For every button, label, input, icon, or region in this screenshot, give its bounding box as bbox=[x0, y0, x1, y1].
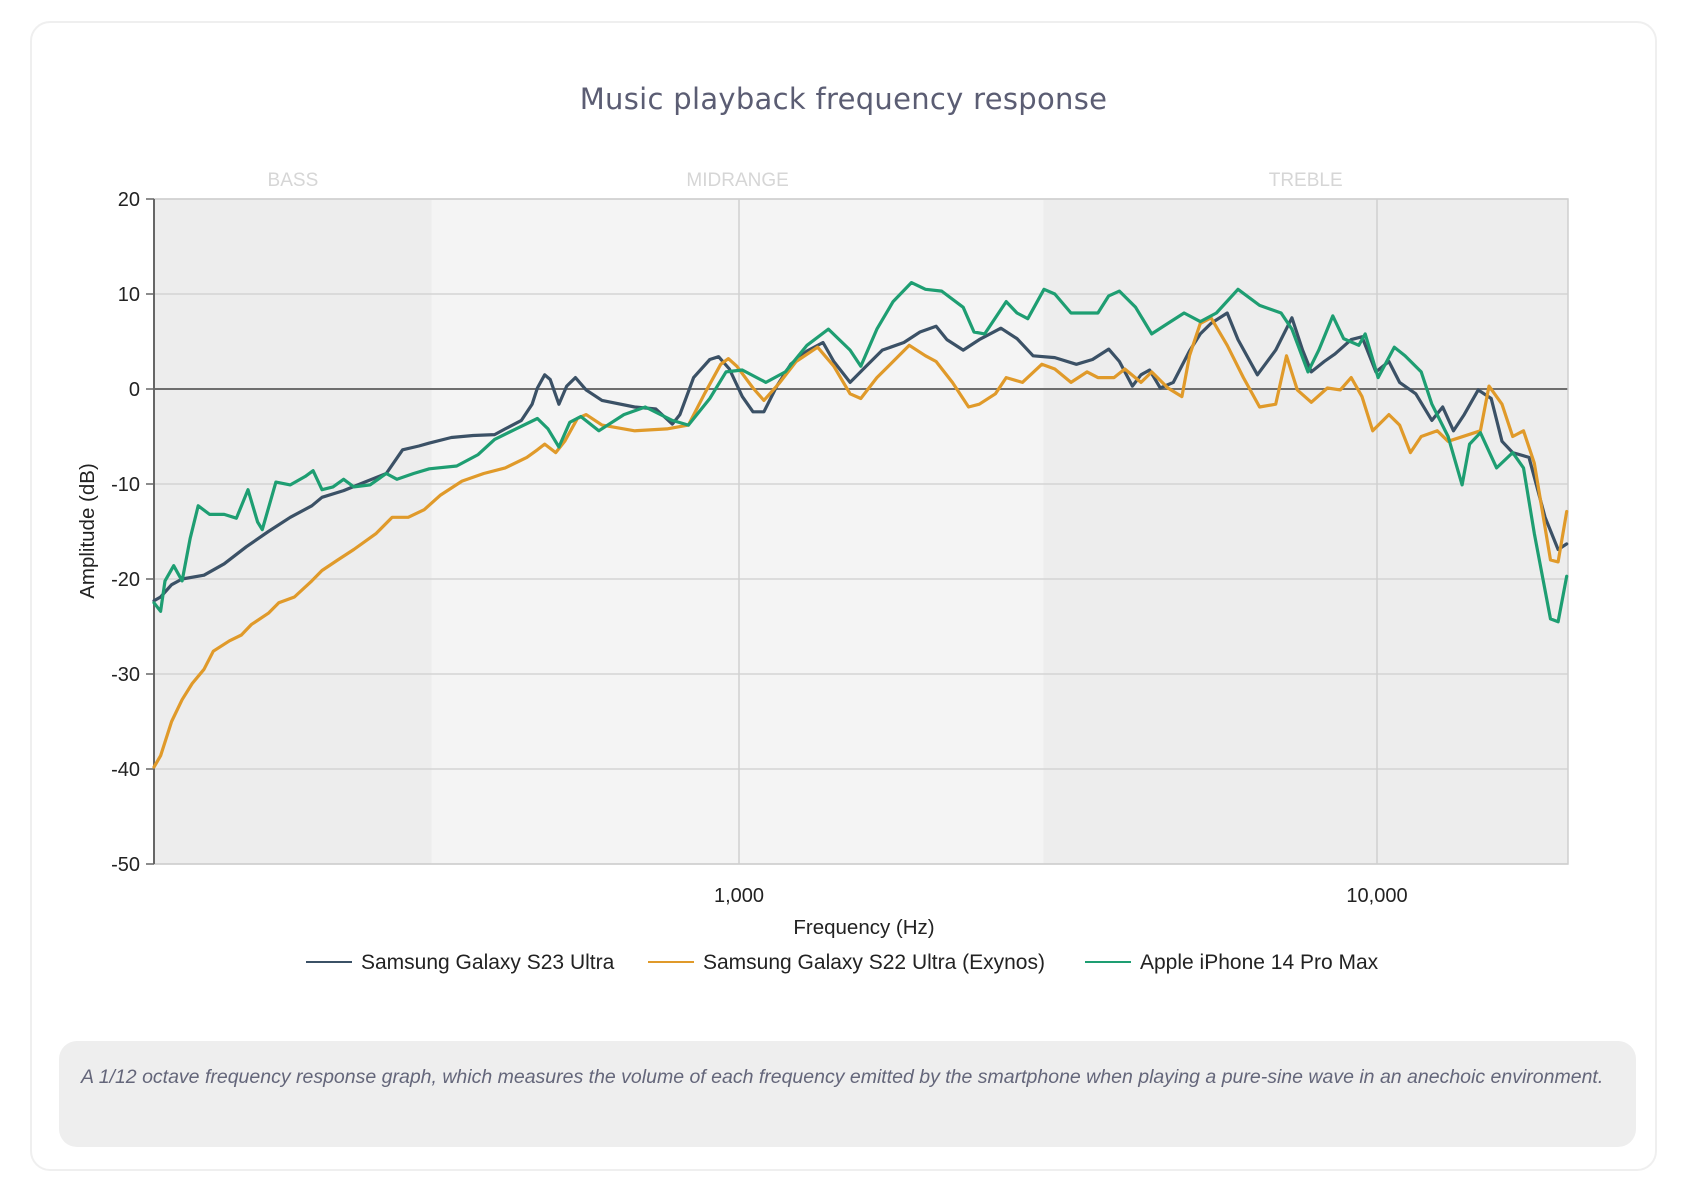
band-bass bbox=[154, 199, 432, 864]
y-tick-label: -40 bbox=[111, 759, 140, 781]
band-treble bbox=[1043, 199, 1568, 864]
legend-label: Apple iPhone 14 Pro Max bbox=[1140, 951, 1379, 974]
axes: 20 10 0 -10 -20 -30 -40 -50 1,000 10,000 bbox=[111, 189, 1407, 907]
legend-item: Samsung Galaxy S22 Ultra (Exynos) bbox=[648, 951, 1045, 974]
series-line-3 bbox=[152, 281, 1569, 624]
axis-labels: Amplitude (dB) Frequency (Hz) bbox=[76, 463, 935, 939]
x-axis-title: Frequency (Hz) bbox=[793, 916, 934, 939]
legend: Samsung Galaxy S23 Ultra Samsung Galaxy S… bbox=[306, 951, 1379, 974]
y-tick-label: -20 bbox=[111, 569, 140, 591]
y-tick-label: -10 bbox=[111, 474, 140, 496]
y-tick-label: 0 bbox=[129, 379, 140, 401]
band-label-treble: TREBLE bbox=[1269, 170, 1343, 191]
legend-label: Samsung Galaxy S22 Ultra (Exynos) bbox=[703, 951, 1045, 974]
chart-title: Music playback frequency response bbox=[579, 82, 1108, 116]
series-line-2 bbox=[152, 316, 1569, 769]
y-tick-label: -50 bbox=[111, 854, 140, 876]
legend-item: Apple iPhone 14 Pro Max bbox=[1085, 951, 1379, 974]
legend-label: Samsung Galaxy S23 Ultra bbox=[361, 951, 615, 974]
y-tick-label: 10 bbox=[118, 284, 140, 306]
y-axis-title: Amplitude (dB) bbox=[76, 463, 99, 599]
legend-item: Samsung Galaxy S23 Ultra bbox=[306, 951, 615, 974]
gridlines bbox=[153, 198, 1569, 865]
x-tick-label: 10,000 bbox=[1346, 885, 1407, 907]
y-tick-label: 20 bbox=[118, 189, 140, 211]
band-midrange bbox=[431, 199, 1044, 864]
chart-caption: A 1/12 octave frequency response graph, … bbox=[59, 1041, 1636, 1147]
y-tick-label: -30 bbox=[111, 664, 140, 686]
x-tick-label: 1,000 bbox=[714, 885, 764, 907]
band-label-bass: BASS bbox=[268, 170, 319, 191]
band-label-midrange: MIDRANGE bbox=[686, 170, 788, 191]
series-lines bbox=[152, 281, 1569, 769]
series-line-1 bbox=[152, 311, 1569, 603]
frequency-bands: BASS MIDRANGE TREBLE bbox=[154, 170, 1568, 864]
